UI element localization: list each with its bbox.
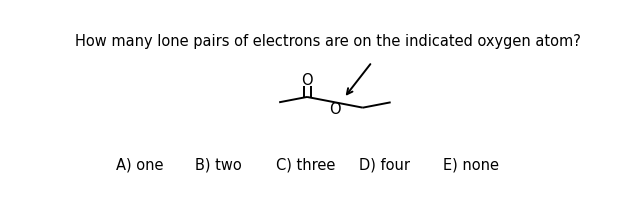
Text: O: O — [301, 73, 313, 88]
Text: How many lone pairs of electrons are on the indicated oxygen atom?: How many lone pairs of electrons are on … — [75, 34, 580, 49]
Text: B) two: B) two — [195, 158, 242, 172]
Text: C) three: C) three — [275, 158, 335, 172]
Text: E) none: E) none — [443, 158, 499, 172]
Text: O: O — [329, 102, 341, 117]
Text: A) one: A) one — [116, 158, 163, 172]
Text: D) four: D) four — [359, 158, 410, 172]
